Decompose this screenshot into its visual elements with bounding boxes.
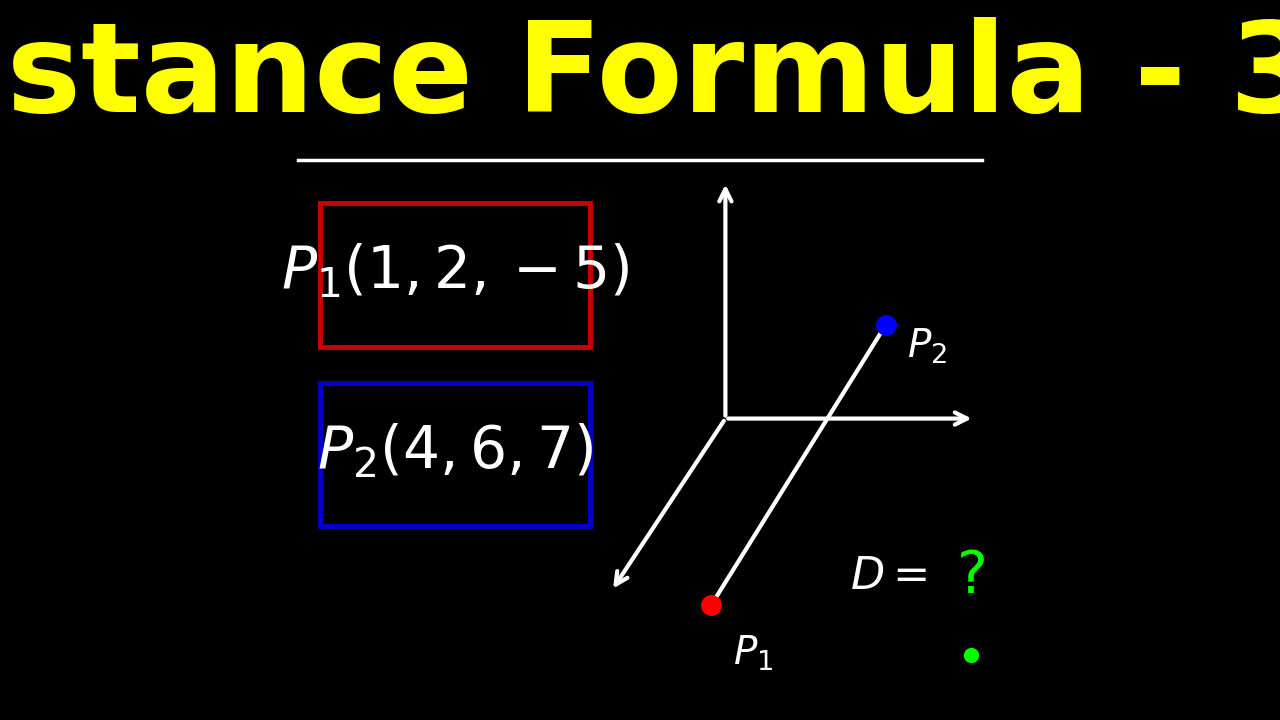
Text: $P_1$: $P_1$ [732,634,773,673]
Bar [320,382,590,526]
Text: $?$: $?$ [956,548,986,605]
Bar [320,203,590,347]
Text: $P_1(1, 2, -5)$: $P_1(1, 2, -5)$ [280,242,630,301]
Text: $P_2$: $P_2$ [906,327,947,366]
Text: Distance Formula - 3D: Distance Formula - 3D [0,17,1280,138]
Text: $P_2(4, 6, 7)$: $P_2(4, 6, 7)$ [316,421,594,480]
Text: $D = $: $D = $ [850,555,928,598]
